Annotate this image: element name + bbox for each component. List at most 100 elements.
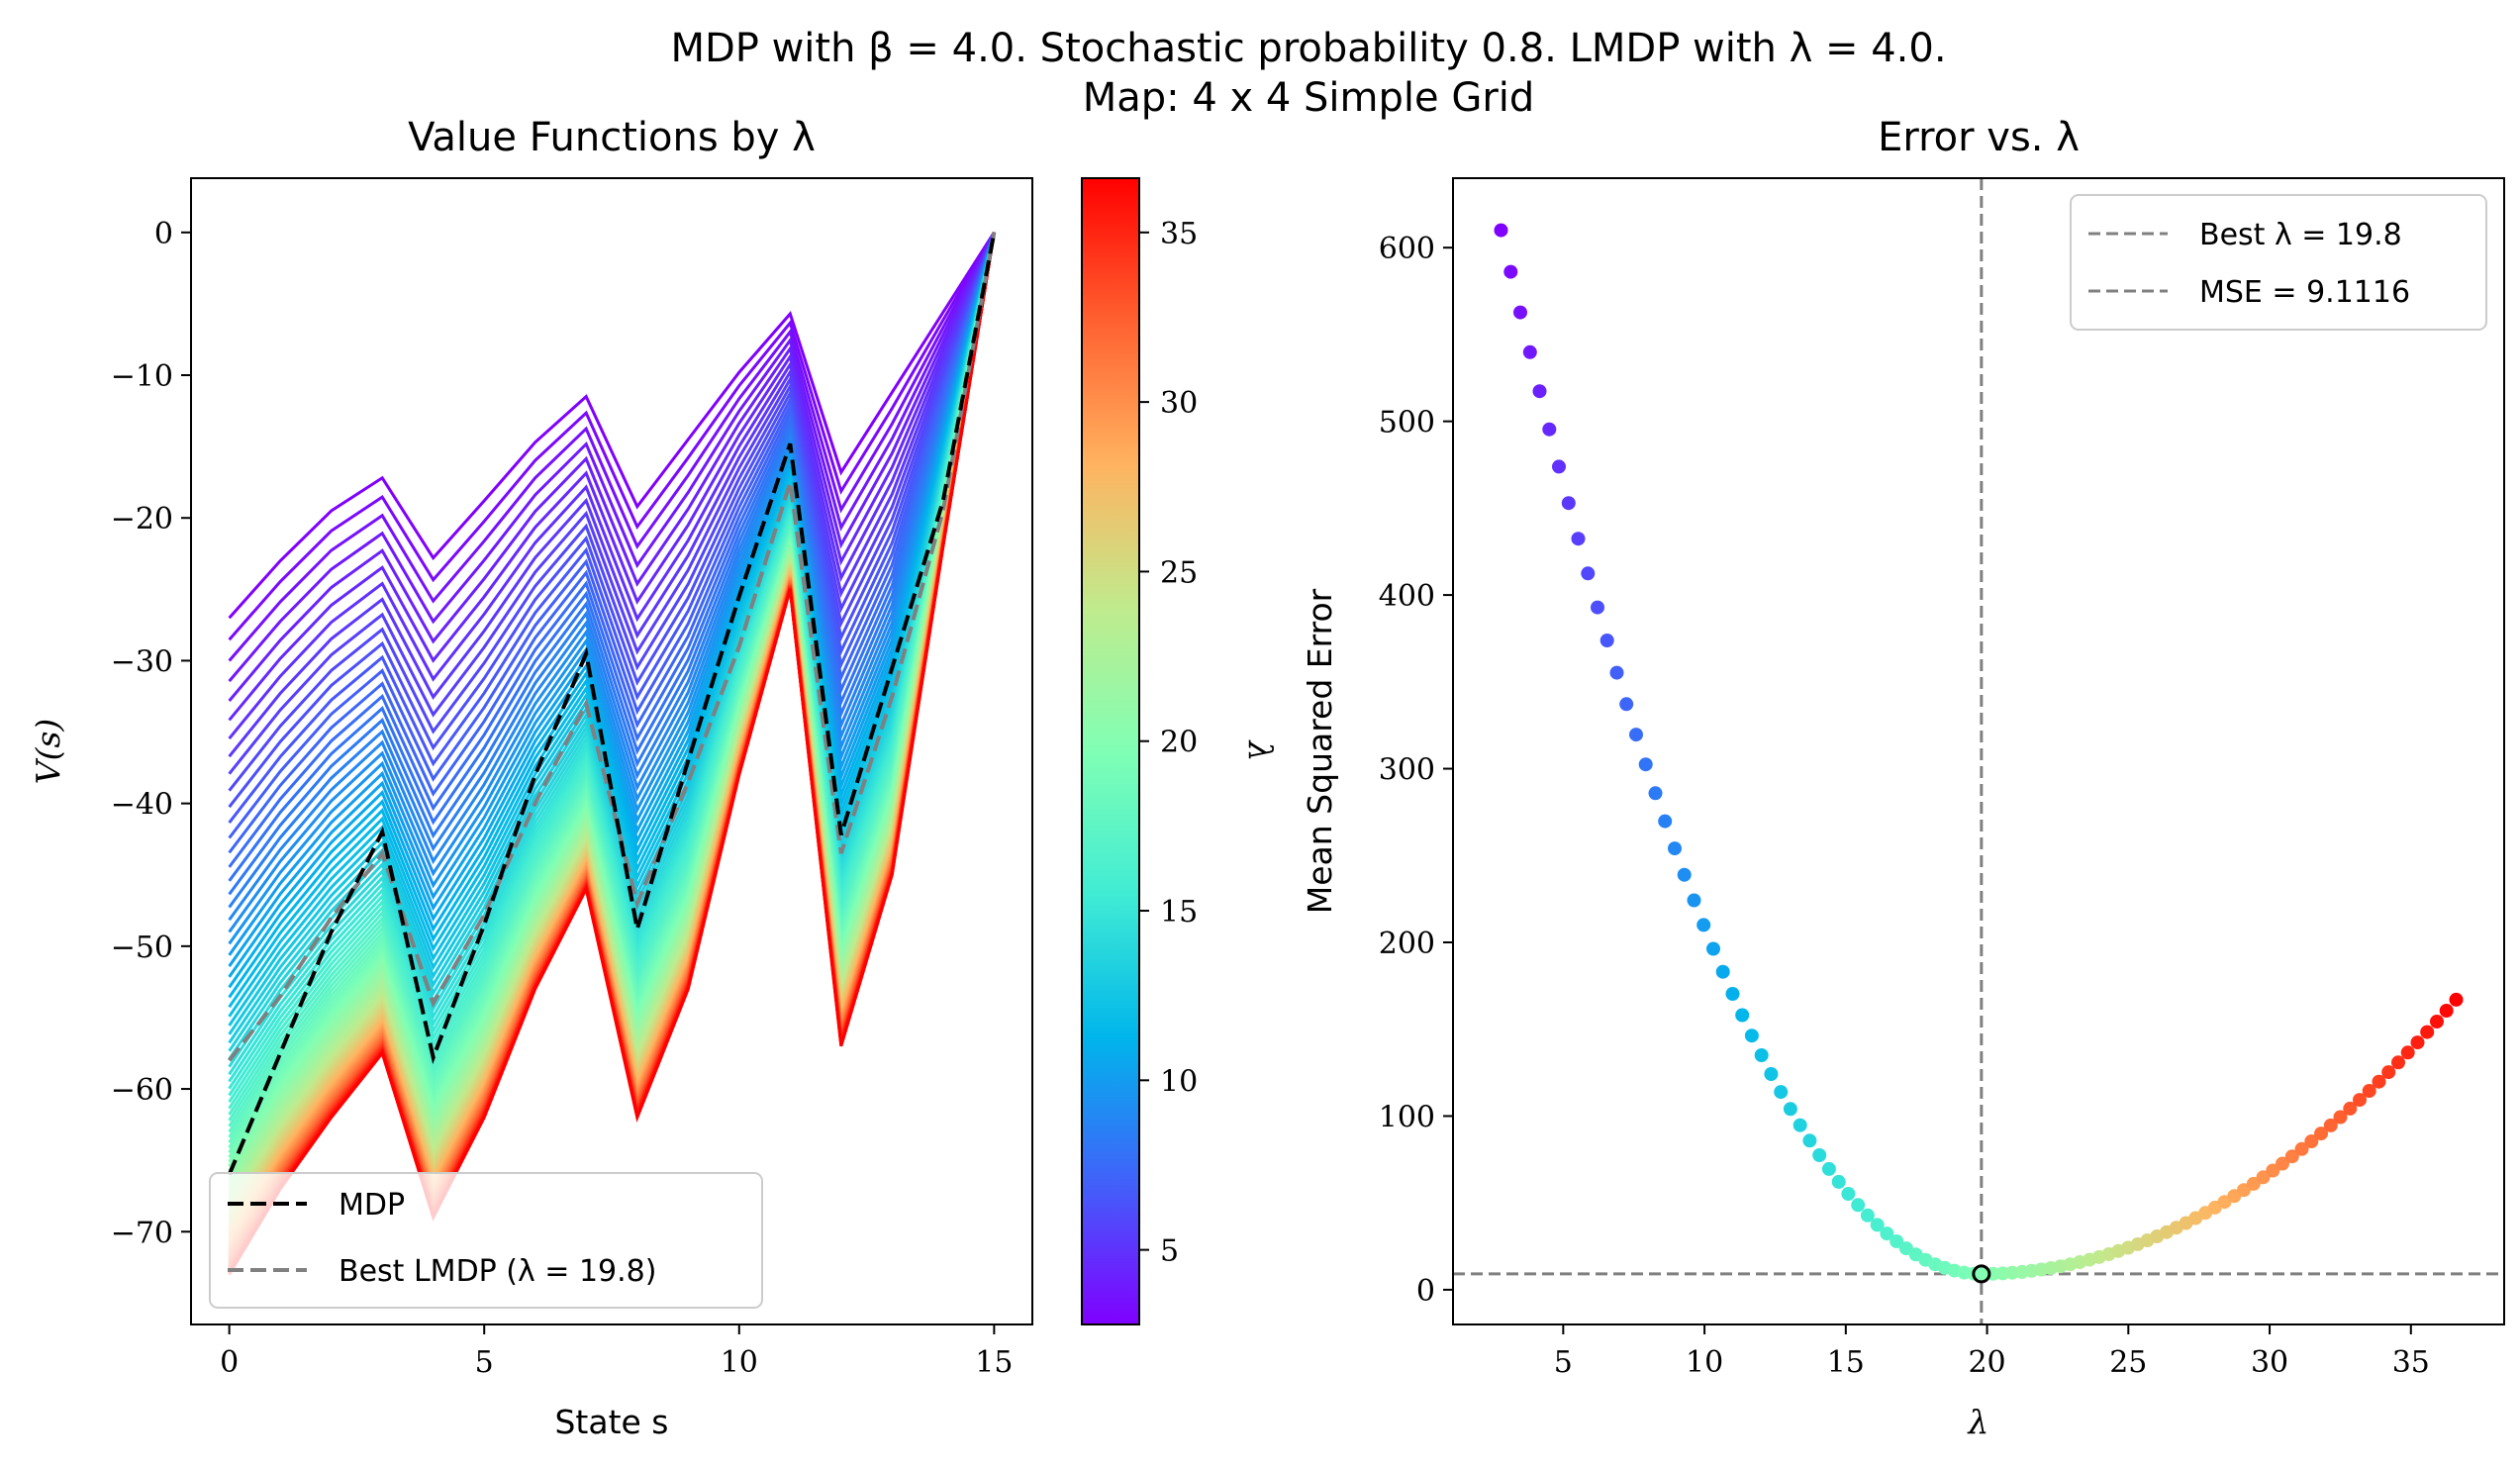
mse-point bbox=[1503, 264, 1518, 279]
mse-point bbox=[1581, 566, 1596, 581]
mse-point bbox=[1571, 532, 1586, 546]
mse-point bbox=[2304, 1134, 2319, 1148]
mse-points bbox=[1494, 223, 2464, 1284]
colorbar-gradient bbox=[1081, 177, 1140, 1325]
y-tick-label: −30 bbox=[111, 644, 173, 679]
mse-point bbox=[1851, 1198, 1866, 1213]
mse-point bbox=[1629, 728, 1643, 742]
mse-point bbox=[2430, 1015, 2444, 1028]
left-xlabel: State s bbox=[554, 1403, 668, 1441]
mse-point bbox=[2323, 1118, 2338, 1132]
mse-point bbox=[1821, 1161, 1836, 1176]
lambda-line bbox=[228, 232, 996, 1044]
colorbar-tick-label: 25 bbox=[1160, 555, 1198, 590]
mse-point bbox=[2266, 1163, 2280, 1178]
x-tick-label: 10 bbox=[1686, 1345, 1723, 1380]
mse-point bbox=[1774, 1085, 1789, 1100]
mse-point bbox=[1591, 600, 1604, 615]
right-axes-frame bbox=[1452, 177, 2505, 1325]
reference-lines bbox=[1453, 178, 2504, 1324]
lambda-line bbox=[228, 232, 996, 722]
lambda-line bbox=[228, 232, 996, 683]
y-tick-label: −20 bbox=[111, 502, 173, 537]
right-x-ticks: 5 10 15 20 25 30 35 bbox=[1554, 1324, 2430, 1380]
left-legend-box bbox=[209, 1172, 763, 1309]
mse-point bbox=[1783, 1102, 1797, 1117]
x-tick-label: 0 bbox=[220, 1345, 239, 1380]
lambda-line bbox=[228, 232, 996, 868]
y-tick-label: 400 bbox=[1379, 579, 1435, 614]
mse-point bbox=[2410, 1035, 2425, 1050]
left-y-ticks: 0 −10 −20 −30 −40 −50 −60 −70 bbox=[111, 217, 191, 1250]
right-legend: Best λ = 19.8 MSE = 9.1116 bbox=[2070, 194, 2487, 331]
left-panel: Value Functions by λ 0 5 10 15 0 −10 −20 −30 −4… bbox=[29, 115, 1033, 1441]
right-y-ticks: 0 100 200 300 400 500 600 bbox=[1379, 232, 1453, 1309]
figure-title-line1: MDP with β = 4.0. Stochastic probability… bbox=[670, 26, 1946, 71]
lambda-line bbox=[228, 232, 996, 1009]
y-tick-label: 600 bbox=[1379, 232, 1435, 266]
mse-point bbox=[1532, 384, 1547, 399]
mse-point bbox=[1831, 1174, 1846, 1189]
lambda-line bbox=[228, 232, 996, 702]
mse-point bbox=[1609, 665, 1624, 680]
y-tick-label: 0 bbox=[1416, 1274, 1435, 1309]
lambda-line bbox=[228, 232, 996, 758]
mse-point bbox=[1668, 841, 1682, 856]
lambda-line bbox=[228, 231, 996, 620]
y-tick-label: 500 bbox=[1379, 406, 1435, 441]
figure-title-line2: Map: 4 x 4 Simple Grid bbox=[1083, 75, 1535, 121]
main-series-lines bbox=[227, 232, 997, 1176]
mse-point bbox=[2294, 1141, 2309, 1156]
mse-point bbox=[2420, 1025, 2435, 1039]
mse-point bbox=[1658, 814, 1673, 829]
right-panel-title: Error vs. λ bbox=[1878, 115, 2080, 160]
x-tick-label: 30 bbox=[2251, 1345, 2288, 1380]
y-tick-label: 200 bbox=[1379, 927, 1435, 961]
colorbar-tick-label: 35 bbox=[1160, 217, 1198, 251]
lambda-line bbox=[228, 232, 996, 933]
lambda-line bbox=[228, 232, 996, 809]
mse-point bbox=[2343, 1101, 2358, 1116]
colorbar-tick-label: 20 bbox=[1160, 726, 1198, 760]
lambda-line bbox=[228, 232, 996, 1076]
legend-best-lmdp-label: Best LMDP (λ = 19.8) bbox=[339, 1254, 656, 1289]
best-point-marker bbox=[1972, 1264, 1991, 1284]
lambda-line bbox=[228, 232, 996, 922]
lambda-line bbox=[228, 232, 996, 999]
colorbar-tick-label: 5 bbox=[1160, 1234, 1179, 1269]
colorbar-ticks: 5 10 15 20 25 30 35 bbox=[1139, 217, 1198, 1269]
right-legend-box bbox=[2070, 194, 2487, 331]
y-tick-label: −10 bbox=[111, 359, 173, 394]
lambda-line bbox=[228, 232, 996, 896]
mse-point bbox=[1802, 1133, 1817, 1148]
mse-point bbox=[1735, 1008, 1750, 1023]
left-panel-title: Value Functions by λ bbox=[408, 115, 816, 160]
right-xlabel: λ bbox=[1967, 1403, 1989, 1441]
legend-best-lambda-label: Best λ = 19.8 bbox=[2199, 218, 2402, 252]
lambda-line bbox=[228, 232, 996, 1027]
x-tick-label: 35 bbox=[2392, 1345, 2430, 1380]
mse-point bbox=[1870, 1218, 1885, 1232]
lambda-line bbox=[228, 232, 996, 1068]
lambda-line bbox=[228, 232, 996, 662]
mse-point bbox=[1677, 867, 1692, 882]
mse-point bbox=[1687, 893, 1701, 908]
lambda-line bbox=[228, 232, 996, 1060]
mse-point bbox=[1696, 918, 1711, 932]
left-legend: MDP Best LMDP (λ = 19.8) bbox=[209, 1172, 763, 1309]
mse-point bbox=[1552, 459, 1566, 474]
mse-point bbox=[1513, 305, 1527, 320]
colorbar: 5 10 15 20 25 30 35 λ bbox=[1081, 177, 1280, 1325]
mse-point bbox=[1754, 1048, 1769, 1062]
lambda-line bbox=[228, 232, 996, 775]
mse-point bbox=[2391, 1055, 2405, 1070]
left-x-ticks: 0 5 10 15 bbox=[220, 1324, 1013, 1380]
x-tick-label: 25 bbox=[2109, 1345, 2147, 1380]
mse-point bbox=[1706, 941, 1720, 956]
lambda-line bbox=[228, 232, 996, 909]
lambda-line bbox=[228, 232, 996, 956]
mse-point bbox=[1880, 1226, 1894, 1241]
legend-mdp-label: MDP bbox=[339, 1188, 405, 1223]
mse-point bbox=[2372, 1074, 2386, 1089]
